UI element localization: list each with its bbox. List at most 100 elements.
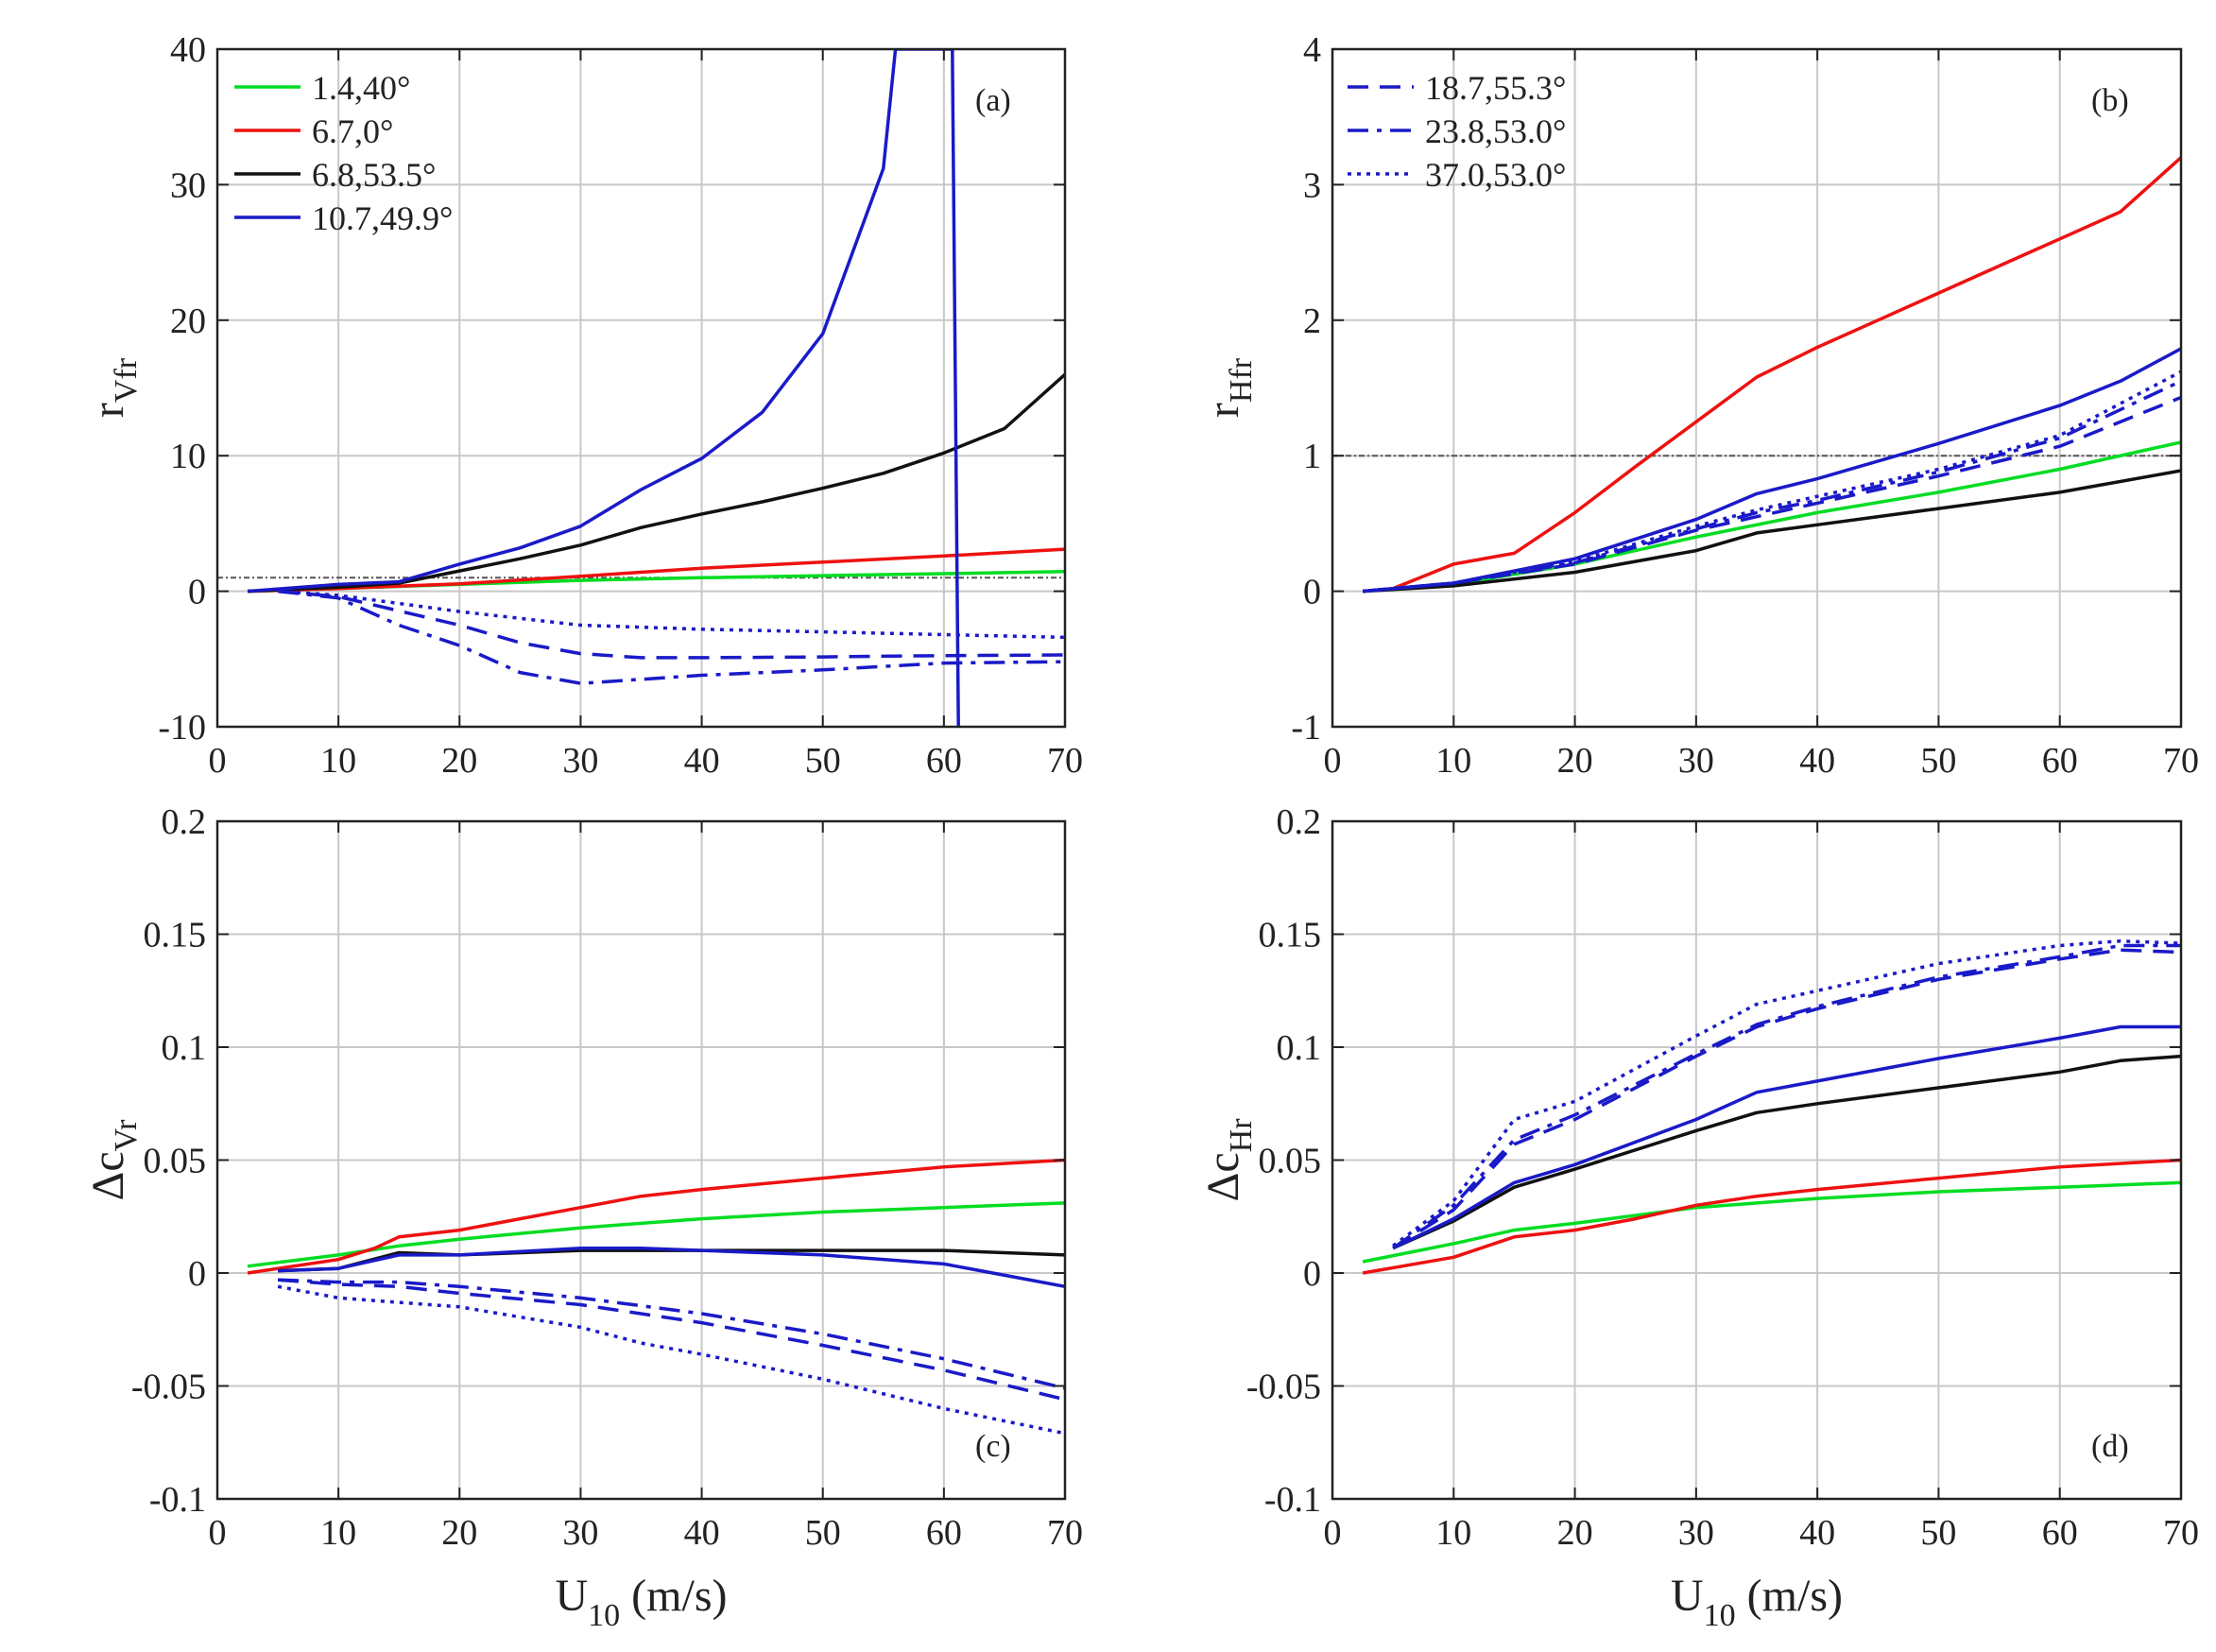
legend-label: 23.8,53.0° — [1425, 112, 1566, 150]
x-tick-label: 30 — [562, 741, 598, 781]
y-tick-label: 40 — [170, 30, 206, 70]
series-line — [278, 1248, 1065, 1273]
legend-label: 6.8,53.5° — [312, 156, 436, 194]
x-tick-label: 50 — [1920, 741, 1956, 781]
series-group — [247, 49, 1065, 727]
x-tick-label: 10 — [1435, 741, 1471, 781]
series-line — [278, 1278, 1065, 1390]
y-axis-label: rVfr — [83, 357, 144, 418]
y-tick-label: -0.05 — [131, 1368, 206, 1407]
x-tick-label: 50 — [805, 741, 841, 781]
y-tick-label: 4 — [1303, 30, 1321, 70]
x-tick-label: 60 — [926, 741, 962, 781]
panel-d: 0 10 20 30 40 50 60 70 -0.1 -0.05 0 0.05 0.1 0.15 0.2 (… — [1198, 802, 2199, 1633]
series-line — [1392, 948, 2181, 1250]
y-tick-label: 3 — [1303, 165, 1321, 205]
panel-label: (a) — [975, 83, 1011, 118]
y-tick-label: 0.05 — [144, 1142, 207, 1181]
legend-label: 6.7,0° — [312, 112, 393, 150]
y-tick-label: 0.05 — [1259, 1142, 1322, 1181]
x-tick-label: 60 — [926, 1513, 962, 1553]
series-line — [277, 589, 1065, 685]
legend-label: 37.0,53.0° — [1425, 156, 1566, 194]
series-line — [247, 547, 1065, 594]
series-line — [247, 372, 1065, 594]
series-line — [1362, 379, 2181, 594]
x-tick-label: 30 — [1678, 741, 1714, 781]
y-tick-label: -0.05 — [1246, 1368, 1321, 1407]
x-tick-label: 30 — [1678, 1513, 1714, 1553]
series-line — [247, 1158, 1065, 1275]
series-line — [277, 1278, 1065, 1402]
x-tick-label: 70 — [2163, 1513, 2199, 1553]
legend-label: 1.4,40° — [312, 69, 410, 107]
series-line — [1392, 943, 2181, 1250]
y-tick-label: 0.15 — [1259, 916, 1322, 955]
series-line — [1362, 1180, 2181, 1264]
x-tick-label: 30 — [562, 1513, 598, 1553]
x-tick-label: 20 — [441, 741, 477, 781]
legend: 1.4,40° 6.7,0° 6.8,53.5° 10.7,49.9° — [234, 69, 453, 237]
y-tick-label: -0.1 — [1264, 1480, 1321, 1520]
y-tick-label: 2 — [1303, 301, 1321, 341]
x-tick-label: 10 — [320, 1513, 356, 1553]
x-tick-label: 70 — [2163, 741, 2199, 781]
series-group — [1362, 156, 2181, 594]
series-group — [247, 1158, 1065, 1436]
x-tick-label: 40 — [684, 741, 720, 781]
series-line — [1362, 469, 2181, 594]
x-tick-label: 10 — [320, 741, 356, 781]
x-tick-label: 70 — [1047, 1513, 1083, 1553]
series-line — [1362, 395, 2181, 594]
series-line — [1392, 938, 2181, 1248]
y-tick-label: 0.2 — [1277, 802, 1322, 842]
y-tick-label: -1 — [1291, 708, 1321, 748]
series-group — [1362, 938, 2181, 1275]
y-tick-label: 0.2 — [162, 802, 207, 842]
series-line — [1392, 1054, 2181, 1250]
y-tick-label: 0 — [188, 573, 206, 612]
x-tick-label: 40 — [1799, 1513, 1835, 1553]
y-axis-label: ΔcVr — [83, 1119, 144, 1201]
y-tick-label: 0 — [1303, 573, 1321, 612]
x-tick-label: 60 — [2042, 1513, 2078, 1553]
y-tick-label: 0.1 — [1277, 1028, 1322, 1068]
plot-frame — [1331, 47, 2183, 729]
series-line — [277, 589, 1065, 640]
series-line — [1362, 1158, 2181, 1275]
x-tick-label: 50 — [1920, 1513, 1956, 1553]
y-tick-label: 0.15 — [144, 916, 207, 955]
x-tick-label: 70 — [1047, 741, 1083, 781]
y-tick-label: -10 — [158, 708, 206, 748]
series-line — [1362, 370, 2181, 594]
y-tick-label: 1 — [1303, 437, 1321, 476]
y-tick-label: 0 — [188, 1254, 206, 1294]
x-tick-label: 0 — [209, 1513, 227, 1553]
panel-label: (c) — [975, 1429, 1011, 1464]
y-tick-label: 0.1 — [162, 1028, 207, 1068]
x-tick-label: 20 — [1557, 1513, 1593, 1553]
panel-label: (b) — [2091, 83, 2129, 118]
x-tick-label: 60 — [2042, 741, 2078, 781]
y-tick-label: 0 — [1303, 1254, 1321, 1294]
y-tick-label: -0.1 — [149, 1480, 206, 1520]
panel-label: (d) — [2091, 1429, 2129, 1464]
y-tick-label: 30 — [170, 165, 206, 205]
series-line — [277, 589, 1065, 660]
x-tick-label: 0 — [1324, 741, 1342, 781]
x-tick-label: 20 — [1557, 741, 1593, 781]
x-tick-label: 10 — [1435, 1513, 1471, 1553]
series-line — [247, 49, 960, 727]
series-line — [1362, 156, 2181, 594]
panel-c: 0 10 20 30 40 50 60 70 -0.1 -0.05 0 0.05 0.1 0.15 0.2 (… — [83, 802, 1083, 1633]
x-tick-label: 40 — [684, 1513, 720, 1553]
x-axis-label: U10 (m/s) — [556, 1571, 728, 1633]
plot-frame — [215, 47, 1067, 729]
y-tick-label: 10 — [170, 437, 206, 476]
legend-label: 10.7,49.9° — [312, 199, 453, 237]
x-tick-label: 20 — [441, 1513, 477, 1553]
x-axis-label: U10 (m/s) — [1671, 1571, 1843, 1633]
x-tick-label: 0 — [1324, 1513, 1342, 1553]
